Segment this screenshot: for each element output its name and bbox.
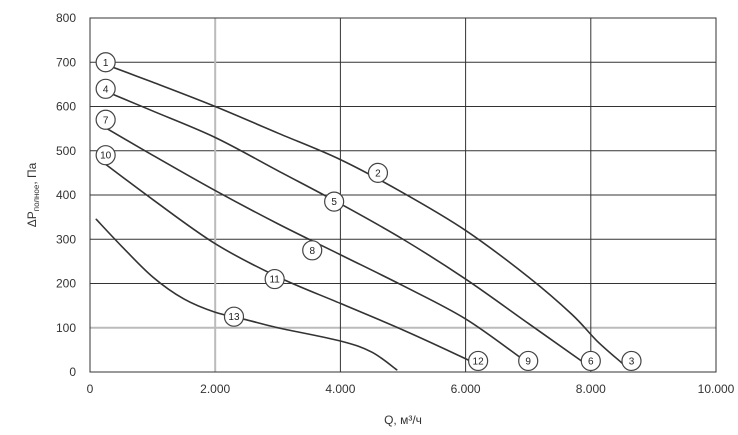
curve-marker-3: 3 bbox=[621, 350, 642, 372]
series-line-4 bbox=[98, 158, 479, 367]
y-tick-label: 0 bbox=[69, 365, 76, 379]
curve-marker-4: 4 bbox=[95, 78, 116, 99]
x-axis-title: Q, м³/ч bbox=[384, 413, 422, 427]
curve-marker-2: 2 bbox=[367, 162, 389, 183]
marker-circle bbox=[264, 268, 285, 290]
x-tick-label: 0 bbox=[87, 382, 94, 396]
marker-label: 3 bbox=[629, 356, 635, 367]
x-tick-label: 4.000 bbox=[325, 382, 355, 396]
y-tick-label: 200 bbox=[56, 277, 76, 291]
series-line-5 bbox=[95, 218, 398, 371]
marker-label: 10 bbox=[100, 151, 112, 162]
axis-layer: 0 2.000 4.000 6.000 8.000 10.000 0 100 200 300 400… bbox=[25, 11, 735, 427]
y-axis-subscript: полное bbox=[32, 184, 41, 211]
marker-circle bbox=[95, 109, 116, 130]
curve-marker-7: 7 bbox=[95, 109, 116, 130]
x-tick-label: 2.000 bbox=[200, 382, 230, 396]
marker-label: 12 bbox=[473, 356, 485, 367]
marker-label: 9 bbox=[525, 356, 531, 367]
y-tick-label: 300 bbox=[56, 232, 76, 246]
plot-frame bbox=[89, 17, 717, 373]
marker-circle bbox=[223, 306, 245, 327]
marker-label: 5 bbox=[331, 197, 337, 208]
y-axis-unit: , Па bbox=[25, 162, 39, 184]
y-axis-symbol: ΔP bbox=[25, 211, 39, 227]
marker-circle bbox=[468, 350, 489, 372]
y-tick-label: 500 bbox=[56, 144, 76, 158]
marker-label: 1 bbox=[103, 58, 109, 69]
marker-circle bbox=[95, 145, 116, 166]
curve-layer bbox=[95, 61, 623, 371]
y-axis-title-text: ΔPполное, Па bbox=[25, 162, 41, 227]
marker-circle bbox=[302, 240, 323, 261]
marker-circle bbox=[621, 350, 642, 372]
marker-label: 4 bbox=[103, 84, 109, 95]
grid-layer bbox=[89, 17, 717, 373]
series-line-1 bbox=[98, 61, 623, 364]
curve-marker-8: 8 bbox=[302, 240, 323, 261]
x-tick-label: 10.000 bbox=[698, 382, 735, 396]
curve-marker-11: 11 bbox=[264, 268, 285, 290]
y-tick-label: 700 bbox=[56, 55, 76, 69]
marker-label: 6 bbox=[588, 356, 594, 367]
marker-circle bbox=[324, 191, 345, 212]
y-tick-label: 400 bbox=[56, 188, 76, 202]
marker-label: 8 bbox=[309, 246, 315, 257]
marker-circle bbox=[367, 162, 389, 183]
curve-marker-1: 1 bbox=[95, 52, 116, 73]
y-tick-label: 600 bbox=[56, 100, 76, 114]
y-tick-label: 800 bbox=[56, 11, 76, 25]
marker-circle bbox=[95, 52, 116, 73]
curve-marker-12: 12 bbox=[468, 350, 489, 372]
marker-circle bbox=[580, 350, 601, 372]
curve-marker-13: 13 bbox=[223, 306, 245, 327]
marker-label: 2 bbox=[375, 168, 381, 179]
y-tick-label: 100 bbox=[56, 321, 76, 335]
x-tick-label: 6.000 bbox=[451, 382, 481, 396]
series-line-2 bbox=[98, 88, 586, 364]
marker-label: 13 bbox=[228, 312, 240, 323]
curve-marker-9: 9 bbox=[518, 350, 539, 372]
marker-circle bbox=[95, 78, 116, 99]
marker-label: 7 bbox=[103, 115, 109, 126]
marker-label: 11 bbox=[269, 275, 280, 286]
curve-marker-10: 10 bbox=[95, 145, 116, 166]
marker-circle bbox=[518, 350, 539, 372]
y-axis-title: ΔPполное, Па bbox=[25, 162, 41, 227]
curve-marker-6: 6 bbox=[580, 350, 601, 372]
x-tick-label: 8.000 bbox=[576, 382, 606, 396]
curve-marker-5: 5 bbox=[324, 191, 345, 212]
